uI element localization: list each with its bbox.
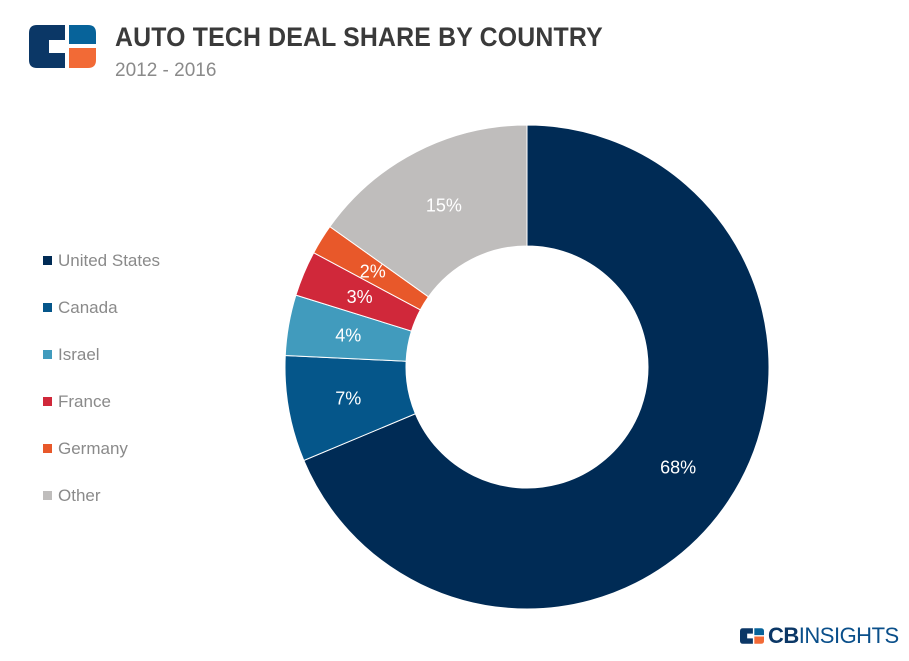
data-label: 3% — [347, 287, 373, 307]
legend-item: Germany — [43, 425, 160, 472]
legend-label: France — [58, 391, 111, 411]
cb-insights-small-logo — [740, 628, 764, 644]
legend-label: Germany — [58, 438, 128, 458]
legend-item: France — [43, 378, 160, 425]
legend-swatch — [43, 491, 52, 500]
data-label: 4% — [335, 325, 361, 345]
legend-label: Canada — [58, 297, 118, 317]
legend-swatch — [43, 303, 52, 312]
data-label: 7% — [335, 389, 361, 409]
brand-name: CBINSIGHTS — [768, 623, 899, 648]
brand-footer: CBINSIGHTS — [740, 623, 899, 649]
slice-united-states — [303, 124, 770, 610]
legend-swatch — [43, 444, 52, 453]
chart-subtitle: 2012 - 2016 — [115, 60, 217, 81]
legend-swatch — [43, 256, 52, 265]
cb-insights-logo — [29, 25, 96, 68]
legend-label: United States — [58, 250, 161, 270]
slice-other — [329, 124, 528, 298]
legend-label: Other — [58, 485, 101, 505]
legend-swatch — [43, 350, 52, 359]
legend-item: Israel — [43, 331, 160, 378]
legend-item: Other — [43, 472, 160, 519]
legend-item: United States — [43, 237, 160, 284]
legend-swatch — [43, 397, 52, 406]
chart-title: AUTO TECH DEAL SHARE BY COUNTRY — [115, 22, 603, 52]
legend-item: Canada — [43, 284, 160, 331]
data-label: 68% — [660, 458, 696, 478]
data-label: 15% — [426, 196, 462, 216]
data-label: 2% — [360, 261, 386, 281]
legend-label: Israel — [58, 344, 100, 364]
legend: United States Canada Israel France Germa… — [43, 237, 160, 519]
